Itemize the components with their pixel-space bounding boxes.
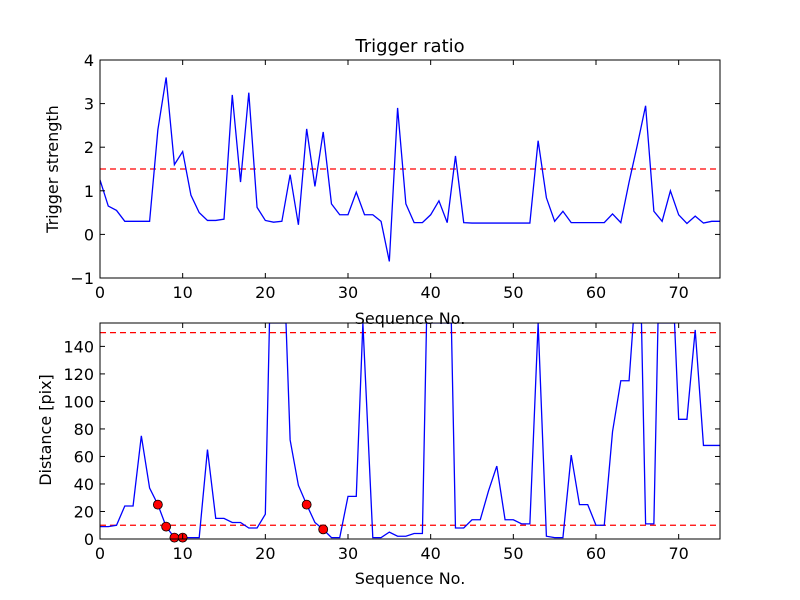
x-tick-label: 70 <box>668 544 688 563</box>
x-tick-label: 50 <box>503 283 523 302</box>
x-tick-label: 70 <box>668 283 688 302</box>
x-tick-label: 0 <box>95 283 105 302</box>
x-tick-label: 60 <box>586 544 606 563</box>
y-tick-label: 80 <box>74 420 94 439</box>
data-point-marker <box>161 521 172 532</box>
y-tick-label: 3 <box>84 95 94 114</box>
x-tick-label: 20 <box>255 283 275 302</box>
chart-title: Trigger ratio <box>354 36 464 57</box>
x-tick-label: 40 <box>420 283 440 302</box>
series-line <box>100 77 720 262</box>
distance-chart: Sequence No. Distance [pix] 0 10 20 30 40 50 6… <box>36 322 721 588</box>
x-tick-label: 0 <box>95 544 105 563</box>
axes-frame <box>99 59 721 279</box>
y-tick-label: 20 <box>74 502 94 521</box>
y-tick-label: 4 <box>84 51 94 70</box>
axes-frame <box>99 322 721 540</box>
data-point-marker <box>301 499 312 510</box>
y-axis-label: Trigger strength <box>43 105 62 234</box>
data-point-marker <box>169 532 180 543</box>
x-axis-label: Sequence No. <box>355 309 466 328</box>
trigger-ratio-chart: Trigger ratio Sequence No. Trigger stren… <box>43 36 721 328</box>
x-tick-label: 30 <box>338 283 358 302</box>
series-line <box>100 323 720 539</box>
x-tick-label: 10 <box>172 283 192 302</box>
x-tick-label: 60 <box>586 283 606 302</box>
plot-area <box>100 77 720 262</box>
x-tick-label: 20 <box>255 544 275 563</box>
plot-area <box>100 323 720 539</box>
y-tick-label: 60 <box>74 447 94 466</box>
y-tick-label: 140 <box>63 337 94 356</box>
x-tick-label: 30 <box>338 544 358 563</box>
y-axis-label: Distance [pix] <box>36 374 55 486</box>
x-tick-label: 10 <box>172 544 192 563</box>
y-tick-label: 120 <box>63 365 94 384</box>
y-tick-label: 1 <box>84 182 94 201</box>
data-point-marker <box>152 499 163 510</box>
x-axis-label: Sequence No. <box>355 569 466 588</box>
y-tick-label: 2 <box>84 138 94 157</box>
data-point-marker <box>318 524 329 535</box>
y-tick-label: 0 <box>84 530 94 549</box>
x-tick-label: 40 <box>420 544 440 563</box>
y-tick-label: −1 <box>70 269 94 288</box>
y-tick-label: 100 <box>63 392 94 411</box>
y-tick-label: 40 <box>74 475 94 494</box>
y-tick-label: 0 <box>84 225 94 244</box>
x-tick-label: 50 <box>503 544 523 563</box>
